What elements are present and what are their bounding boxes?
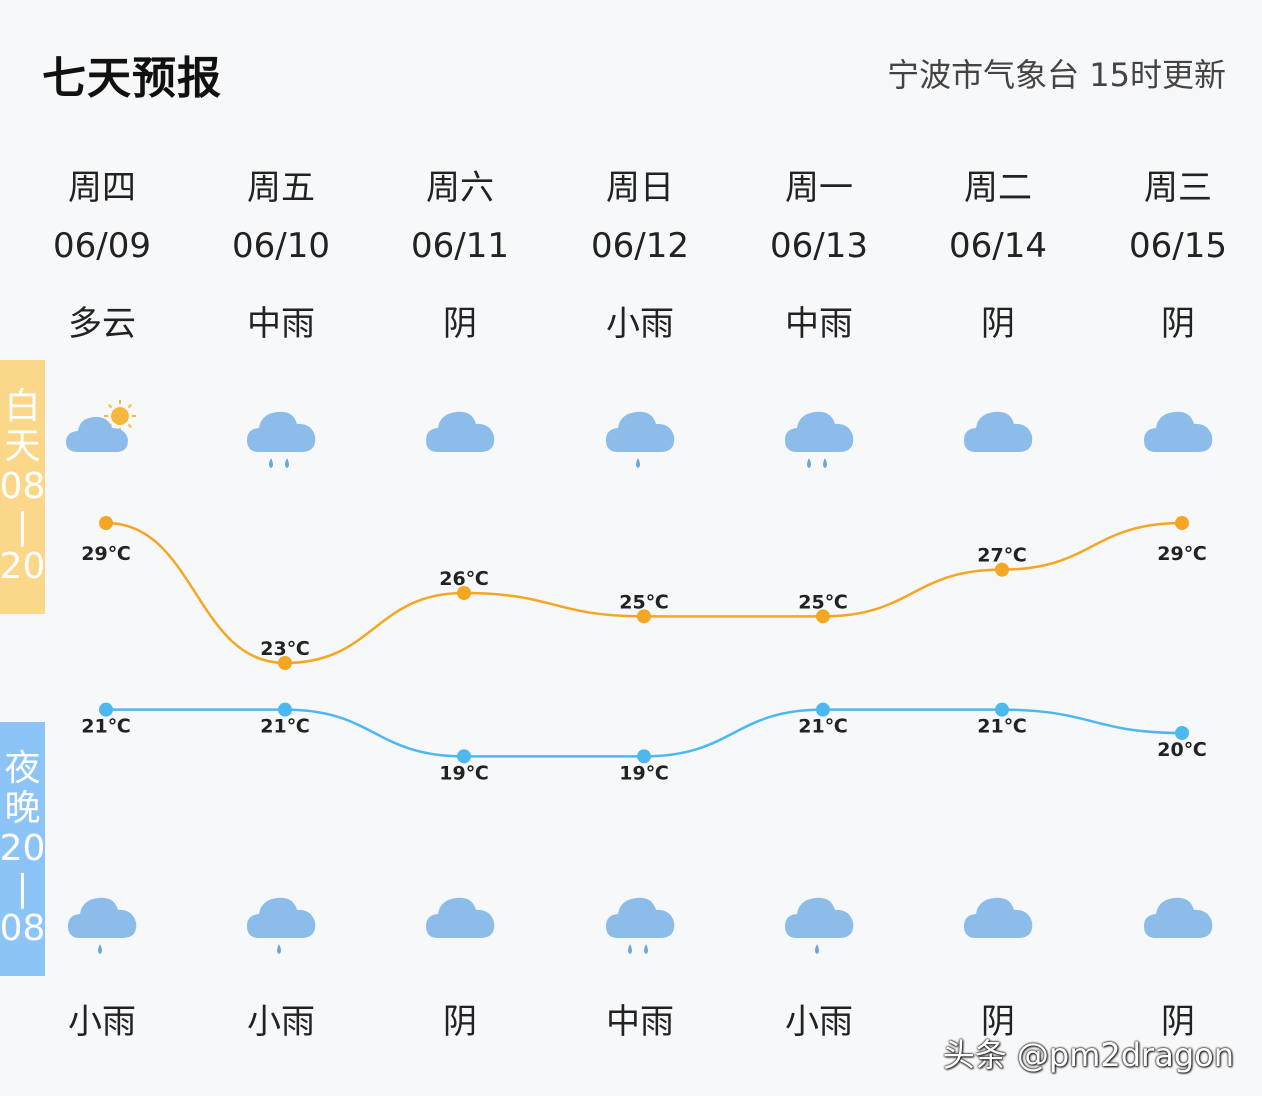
side-label-char: 晚	[4, 788, 41, 829]
daytime-temp-point	[99, 516, 113, 530]
night-weather-label: 小雨	[785, 1002, 853, 1042]
weekday-row: 周四 周五 周六 周日 周一 周二 周三	[0, 160, 1262, 220]
night-weather-label: 阴	[443, 1002, 477, 1042]
overcast-icon	[1138, 876, 1218, 956]
date-label: 06/13	[770, 226, 868, 266]
night-temp-label: 21℃	[977, 716, 1026, 738]
side-label-char: 08	[0, 466, 46, 507]
page-title: 七天预报	[42, 53, 222, 104]
night-temp-label: 19℃	[619, 762, 668, 784]
daytime-temp-point	[457, 586, 471, 600]
day-weather-label: 中雨	[785, 304, 853, 344]
side-label-char: 20	[0, 546, 46, 587]
night-temp-point	[99, 702, 113, 717]
night-weather-label: 小雨	[68, 1002, 136, 1042]
overcast-icon	[958, 390, 1038, 470]
moderate-rain-icon	[779, 390, 859, 470]
light-rain-icon	[600, 390, 680, 470]
daytime-side-label: 白天 08 | 20	[0, 360, 45, 614]
day-weather-label: 小雨	[606, 304, 674, 344]
day-weather-label: 阴	[981, 304, 1015, 344]
weekday-label: 周五	[247, 168, 315, 208]
side-label-char: 天	[4, 426, 41, 467]
moderate-rain-icon	[241, 390, 321, 470]
weekday-label: 周四	[68, 168, 136, 208]
night-temp-label: 20℃	[1157, 739, 1206, 761]
day-weather-label: 阴	[1161, 304, 1195, 344]
day-weather-row: 多云 中雨 阴 小雨 中雨 阴 阴	[0, 296, 1262, 356]
night-side-label: 夜晚 20 | 08	[0, 722, 45, 976]
side-label-char: 08	[0, 908, 46, 949]
night-temp-point	[816, 702, 830, 717]
night-weather-label: 阴	[1161, 1002, 1195, 1042]
daytime-temp-label: 29℃	[81, 543, 130, 565]
light-rain-icon	[779, 876, 859, 956]
day-weather-label: 阴	[443, 304, 477, 344]
partly-cloudy-icon	[62, 390, 142, 470]
night-weather-row: 小雨 小雨 阴 中雨 小雨 阴 阴	[0, 994, 1262, 1054]
side-label-char: 夜	[4, 748, 41, 789]
daytime-temp-point	[816, 609, 830, 624]
night-weather-label: 小雨	[247, 1002, 315, 1042]
daytime-temp-label: 25℃	[619, 591, 668, 613]
night-weather-label: 阴	[981, 1002, 1015, 1042]
date-label: 06/12	[591, 226, 689, 266]
daytime-temp-point	[995, 562, 1009, 577]
day-weather-label: 多云	[68, 304, 136, 344]
date-label: 06/10	[232, 226, 330, 266]
daytime-temp-point	[278, 656, 292, 670]
moderate-rain-icon	[600, 876, 680, 956]
light-rain-icon	[241, 876, 321, 956]
night-temp-label: 19℃	[439, 762, 488, 784]
overcast-icon	[420, 390, 500, 470]
weekday-label: 周日	[606, 168, 674, 208]
side-label-char: 20	[0, 828, 46, 869]
side-label-char: |	[16, 506, 29, 547]
night-weather-label: 中雨	[606, 1002, 674, 1042]
date-label: 06/15	[1129, 226, 1227, 266]
weekday-label: 周二	[964, 168, 1032, 208]
night-temp-point	[995, 702, 1009, 717]
daytime-temp-label: 25℃	[798, 591, 847, 613]
daytime-temp-point	[1175, 516, 1189, 530]
daytime-temp-point	[637, 609, 651, 624]
day-weather-label: 中雨	[247, 304, 315, 344]
night-temp-point	[278, 702, 292, 717]
overcast-icon	[1138, 390, 1218, 470]
watermark: 头条 @pm2dragon	[942, 1036, 1234, 1074]
overcast-icon	[420, 876, 500, 956]
night-temp-label: 21℃	[81, 716, 130, 738]
side-label-char: |	[16, 868, 29, 909]
daytime-temp-label: 29℃	[1157, 543, 1206, 565]
date-label: 06/14	[949, 226, 1047, 266]
night-temp-label: 21℃	[798, 716, 847, 738]
date-label: 06/11	[411, 226, 509, 266]
weekday-label: 周一	[785, 168, 853, 208]
night-temp-point	[457, 749, 471, 764]
overcast-icon	[958, 876, 1038, 956]
date-label: 06/09	[53, 226, 151, 266]
weekday-label: 周六	[426, 168, 494, 208]
light-rain-icon	[62, 876, 142, 956]
daytime-temp-label: 27℃	[977, 545, 1026, 567]
side-label-char: 白	[4, 386, 41, 427]
night-temp-point	[637, 749, 651, 764]
weekday-label: 周三	[1144, 168, 1212, 208]
daytime-temp-label: 26℃	[439, 568, 488, 590]
night-temp-point	[1175, 726, 1189, 740]
daytime-temp-label: 23℃	[260, 638, 309, 660]
date-row: 06/09 06/10 06/11 06/12 06/13 06/14 06/15	[0, 226, 1262, 286]
update-source: 宁波市气象台 15时更新	[887, 56, 1226, 94]
night-temp-label: 21℃	[260, 716, 309, 738]
